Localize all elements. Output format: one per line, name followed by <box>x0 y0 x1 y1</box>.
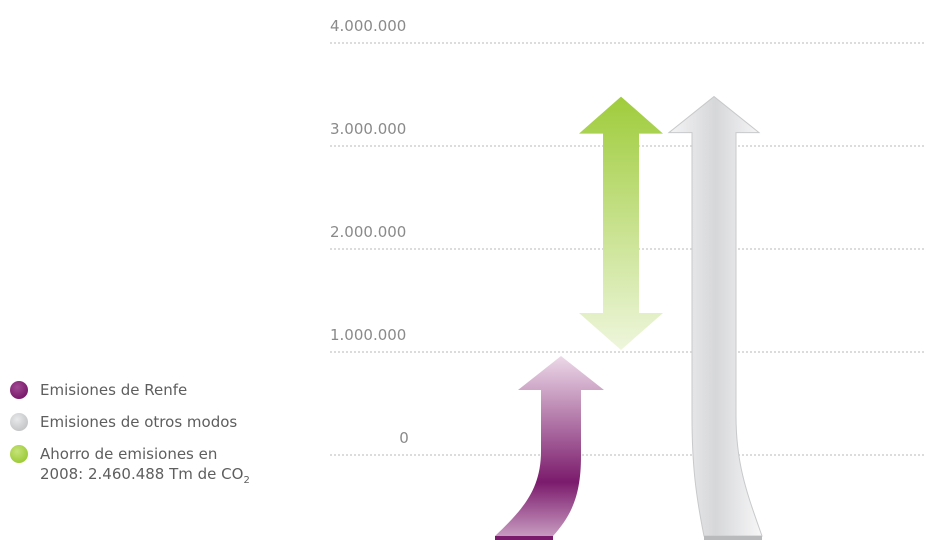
arrow-ahorro <box>579 96 663 350</box>
y-tick-label: 1.000.000 <box>330 326 406 344</box>
legend-label-sub: 2 <box>243 475 250 486</box>
legend-item-renfe: Emisiones de Renfe <box>10 380 250 400</box>
y-tick-label: 0 <box>399 429 409 447</box>
arrow-otros-modos <box>667 95 763 537</box>
legend-dot-otros <box>10 413 28 431</box>
legend-dot-renfe <box>10 381 28 399</box>
y-tick-label: 3.000.000 <box>330 120 406 138</box>
legend-item-ahorro: Ahorro de emisiones en 2008: 2.460.488 T… <box>10 444 250 491</box>
base-renfe <box>495 536 553 540</box>
y-tick-labels: 4.000.000 3.000.000 2.000.000 1.000.000 0 <box>330 17 409 447</box>
arrows <box>495 95 763 540</box>
legend-label: Emisiones de otros modos <box>40 413 238 431</box>
legend: Emisiones de Renfe Emisiones de otros mo… <box>10 380 250 503</box>
legend-dot-ahorro <box>10 445 28 463</box>
y-tick-label: 4.000.000 <box>330 17 406 35</box>
legend-label: Emisiones de Renfe <box>40 381 188 399</box>
legend-item-otros: Emisiones de otros modos <box>10 412 250 432</box>
y-tick-label: 2.000.000 <box>330 223 406 241</box>
base-otros-modos <box>704 536 762 540</box>
legend-label-line2: 2008: 2.460.488 Tm de CO <box>40 465 244 483</box>
arrow-renfe <box>495 356 604 536</box>
legend-label: Ahorro de emisiones en <box>40 445 218 463</box>
